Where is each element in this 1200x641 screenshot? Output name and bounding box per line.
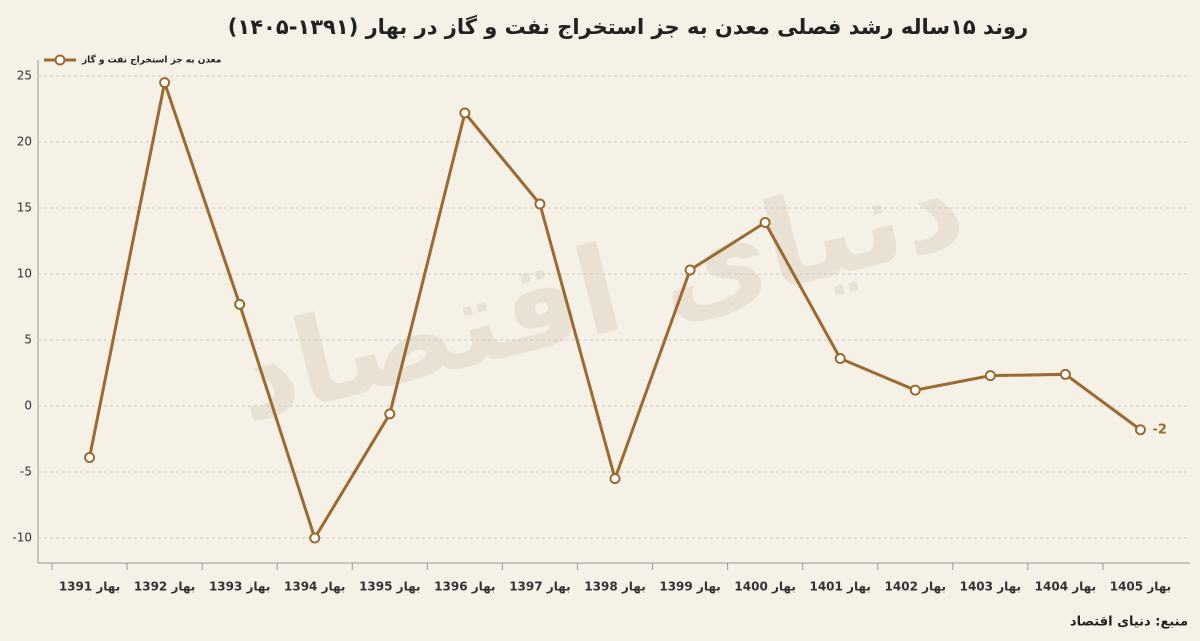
point bbox=[459, 107, 471, 119]
point bbox=[234, 298, 246, 310]
legend-marker bbox=[54, 54, 66, 66]
chart-title: روند ۱۵ساله رشد فصلی معدن به جز استخراج … bbox=[228, 14, 1028, 40]
x-tick-label: بهار 1399 bbox=[659, 580, 720, 594]
x-tick-label: بهار 1393 bbox=[209, 580, 270, 594]
legend-label: معدن به جز استخراج نفت و گاز bbox=[81, 54, 221, 66]
point bbox=[1134, 424, 1146, 436]
y-tick-label: 15 bbox=[17, 201, 32, 215]
x-tick-label: بهار 1398 bbox=[584, 580, 645, 594]
y-tick-label: 25 bbox=[17, 69, 32, 83]
x-tick-label: بهار 1392 bbox=[134, 580, 195, 594]
y-tick-label: 20 bbox=[17, 135, 32, 149]
y-tick-label: -5 bbox=[20, 465, 32, 479]
point bbox=[759, 217, 771, 229]
point bbox=[1059, 368, 1071, 380]
x-tick-label: بهار 1395 bbox=[359, 580, 420, 594]
x-tick-label: بهار 1402 bbox=[885, 580, 946, 594]
point bbox=[834, 352, 846, 364]
watermark: دنیای اقتصاد bbox=[219, 135, 976, 450]
x-tick-label: بهار 1405 bbox=[1110, 580, 1171, 594]
value-label: -2 bbox=[1152, 422, 1166, 437]
point bbox=[384, 408, 396, 420]
x-tick-label: بهار 1404 bbox=[1035, 580, 1096, 594]
y-tick-label: 0 bbox=[24, 399, 32, 413]
point bbox=[684, 264, 696, 276]
point bbox=[84, 451, 96, 463]
x-tick-label: بهار 1401 bbox=[809, 580, 870, 594]
x-tick-label: بهار 1397 bbox=[509, 580, 570, 594]
point bbox=[909, 384, 921, 396]
x-tick-label: بهار 1400 bbox=[734, 580, 795, 594]
x-tick-label: بهار 1394 bbox=[284, 580, 345, 594]
source: منبع: دنیای اقتصاد bbox=[1070, 615, 1188, 630]
y-tick-label: -10 bbox=[12, 531, 32, 545]
y-tick-label: 10 bbox=[17, 267, 32, 281]
point bbox=[309, 532, 321, 544]
x-tick-label: بهار 1403 bbox=[960, 580, 1021, 594]
x-tick-label: بهار 1391 bbox=[59, 580, 120, 594]
x-tick-label: بهار 1396 bbox=[434, 580, 495, 594]
point bbox=[159, 77, 171, 89]
point bbox=[534, 198, 546, 210]
y-tick-label: 5 bbox=[24, 333, 32, 347]
point bbox=[984, 370, 996, 382]
point bbox=[609, 473, 621, 485]
